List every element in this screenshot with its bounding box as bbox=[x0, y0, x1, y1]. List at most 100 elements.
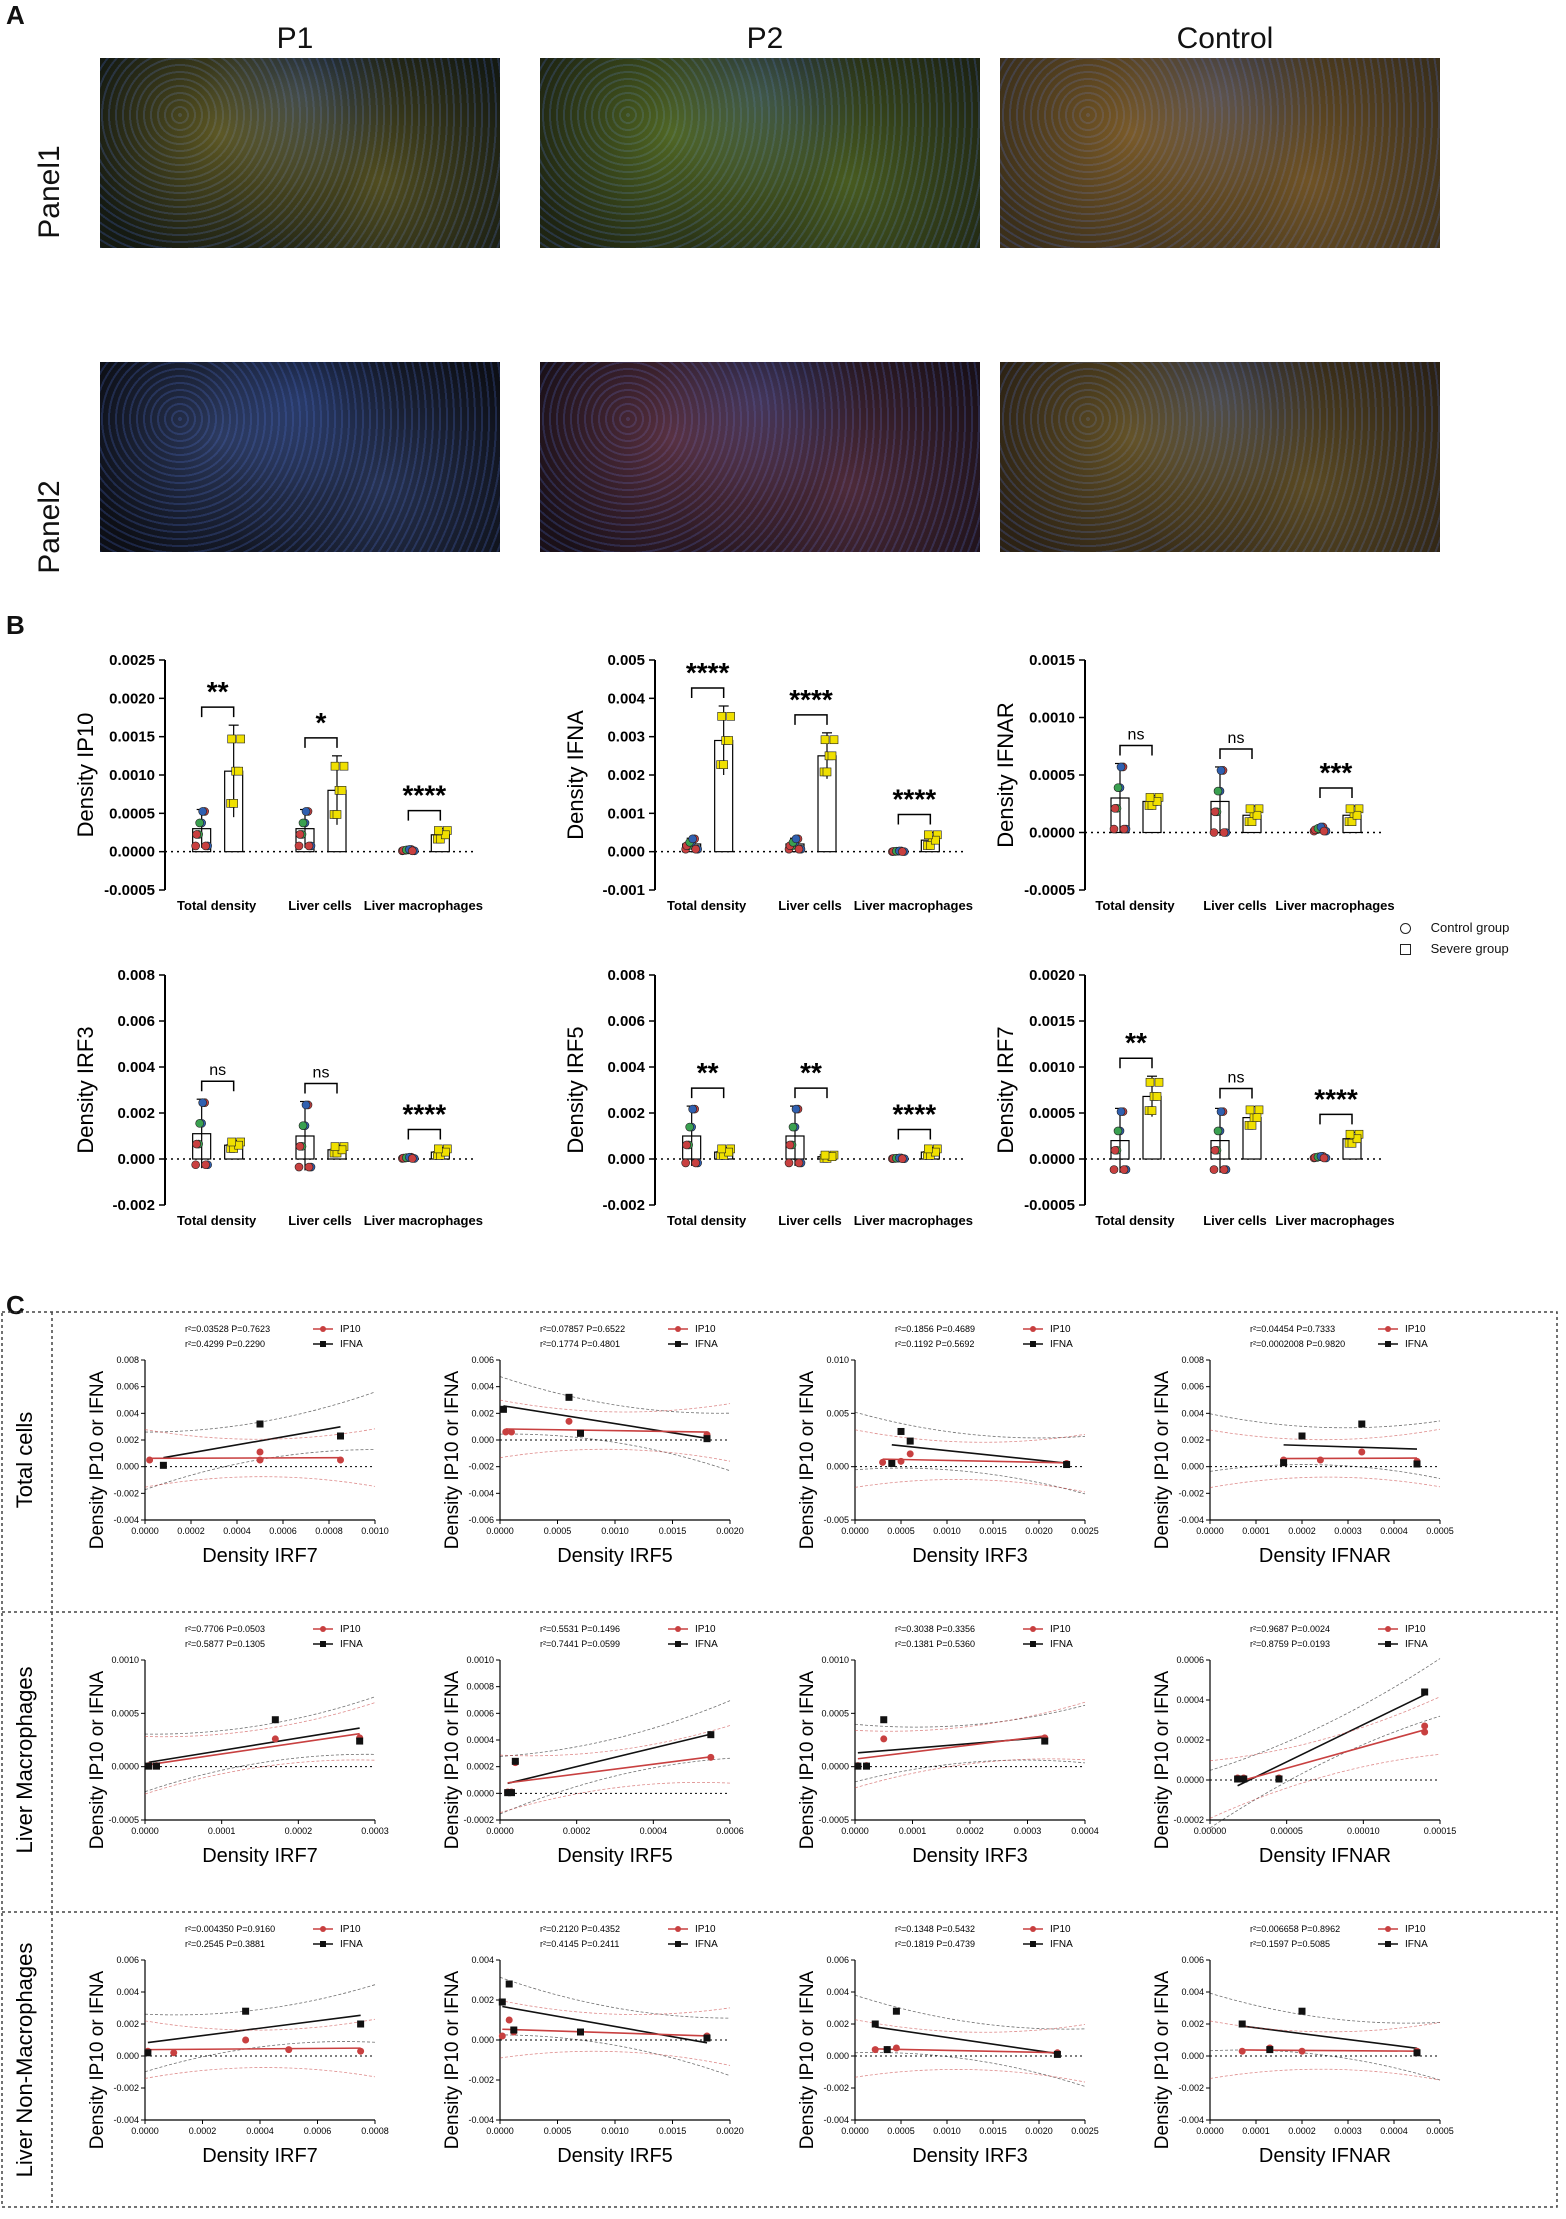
point-control bbox=[1109, 1165, 1119, 1174]
x-axis-label: Density IRF5 bbox=[557, 1845, 673, 1867]
category-label: Liver macrophages bbox=[1275, 898, 1394, 913]
stats-ifna: r²=0.0002008 P=0.9820 bbox=[1250, 1339, 1345, 1349]
legend-ifna-label: IFNA bbox=[695, 1639, 718, 1650]
legend-ifna-label: IFNA bbox=[340, 1339, 363, 1350]
stats-ifna: r²=0.1597 P=0.5085 bbox=[1250, 1939, 1330, 1949]
ifna-point bbox=[577, 2028, 584, 2036]
ifna-point bbox=[892, 2007, 900, 2015]
ifna-ci-upper bbox=[854, 1994, 1086, 2030]
ip10-point bbox=[892, 2044, 900, 2052]
x-tick-label: 0.0002 bbox=[563, 1826, 591, 1836]
ip10-ci-lower bbox=[144, 1759, 376, 1795]
y-axis-label: Density IP10 or IFNA bbox=[442, 1370, 463, 1549]
stats-ifna: r²=0.4145 P=0.2411 bbox=[540, 1939, 619, 1949]
legend-b: Control group Severe group bbox=[1400, 920, 1509, 956]
ip10-ci-upper bbox=[1209, 2020, 1441, 2033]
category-label: Liver macrophages bbox=[854, 898, 973, 913]
legend-severe-marker bbox=[1400, 944, 1411, 956]
ifna-fit-line bbox=[148, 1727, 360, 1764]
y-tick-label: -0.002 bbox=[112, 1197, 155, 1214]
panel-label-b: B bbox=[6, 610, 25, 640]
x-tick-label: 0.00005 bbox=[1270, 1826, 1303, 1836]
y-tick-label: 0.004 bbox=[116, 1408, 139, 1418]
y-tick-label: -0.001 bbox=[602, 882, 645, 899]
ip10-point bbox=[879, 1458, 887, 1466]
x-axis-label: Density IRF3 bbox=[912, 1545, 1028, 1567]
y-tick-label: -0.004 bbox=[468, 1488, 494, 1498]
x-tick-label: 0.0004 bbox=[1071, 1826, 1099, 1836]
ifna-fit-line bbox=[1283, 1444, 1418, 1450]
point-control bbox=[1219, 1165, 1229, 1174]
stats-ip10: r²=0.07857 P=0.6522 bbox=[540, 1324, 625, 1334]
y-tick-label: 0.0005 bbox=[109, 805, 155, 822]
point-control bbox=[1209, 1165, 1219, 1174]
x-tick-label: 0.0010 bbox=[601, 1526, 629, 1536]
ifna-point bbox=[510, 2026, 518, 2034]
point-severe bbox=[820, 1150, 830, 1160]
ifna-ci-lower bbox=[499, 1433, 731, 1472]
ifna-fit-line bbox=[503, 1405, 708, 1440]
legend-ip10-label: IP10 bbox=[340, 1624, 361, 1635]
point-control bbox=[192, 1139, 201, 1149]
point-severe bbox=[434, 826, 443, 835]
x-tick-label: 0.0020 bbox=[1025, 1526, 1053, 1536]
ifna-ci-lower bbox=[144, 1753, 376, 1793]
point-control bbox=[295, 1142, 305, 1151]
y-tick-label: -0.004 bbox=[1178, 1515, 1204, 1525]
point-control bbox=[1116, 1107, 1126, 1116]
y-tick-label: 0.002 bbox=[1181, 2019, 1204, 2029]
ifna-ci-upper bbox=[499, 1700, 731, 1757]
ifna-fit-line bbox=[147, 2014, 361, 2044]
micro-image-p2-panel1 bbox=[540, 58, 980, 248]
y-tick-label: -0.002 bbox=[113, 1488, 139, 1498]
y-tick-label: 0.004 bbox=[471, 1955, 494, 1965]
scatter-plot-8: 0.0006 0.0004 0.0002 0.0000 -0.00020.00000 0.… bbox=[1152, 1624, 1456, 1867]
x-tick-label: 0.0006 bbox=[304, 2126, 332, 2136]
legend-ifna-marker bbox=[320, 1341, 326, 1347]
y-tick-label: 0.010 bbox=[826, 1355, 849, 1365]
ifna-point bbox=[1063, 1461, 1071, 1469]
y-tick-label: -0.002 bbox=[468, 1462, 494, 1472]
sig-bracket bbox=[690, 1087, 725, 1099]
y-tick-label: 0.000 bbox=[607, 1151, 645, 1168]
y-tick-label: 0.000 bbox=[471, 1435, 494, 1445]
x-axis-label: Density IFNAR bbox=[1259, 1545, 1391, 1567]
y-tick-label: 0.006 bbox=[826, 1955, 849, 1965]
ifna-point bbox=[880, 1716, 888, 1724]
stats-ifna: r²=0.5877 P=0.1305 bbox=[185, 1639, 265, 1649]
point-control bbox=[1113, 783, 1123, 792]
x-tick-label: 0.0005 bbox=[544, 1526, 572, 1536]
ip10-point bbox=[565, 1417, 573, 1425]
point-severe bbox=[820, 735, 830, 745]
x-tick-label: 0.0005 bbox=[1426, 2126, 1454, 2136]
ifna-point bbox=[1413, 2049, 1421, 2057]
legend-ip10-marker bbox=[675, 1326, 681, 1332]
ifna-ci-upper bbox=[1209, 1992, 1441, 2024]
y-tick-label: 0.0000 bbox=[109, 844, 155, 861]
ifna-ci-lower bbox=[144, 1449, 376, 1491]
point-control bbox=[1216, 1107, 1226, 1116]
ifna-fit-line bbox=[1237, 1694, 1426, 1787]
significance-label: ** bbox=[207, 676, 229, 707]
ip10-fit-line bbox=[857, 1735, 1045, 1760]
significance-label: ** bbox=[1125, 1027, 1147, 1058]
point-control bbox=[688, 834, 697, 844]
ip10-fit-line bbox=[148, 1732, 360, 1766]
outer-frame bbox=[1, 1311, 1558, 2208]
point-control bbox=[1116, 762, 1126, 772]
category-label: Liver macrophages bbox=[364, 898, 483, 913]
ifna-ci-upper bbox=[1209, 1413, 1441, 1429]
point-control bbox=[195, 1119, 204, 1128]
legend-ip10-label: IP10 bbox=[1405, 1624, 1426, 1635]
ip10-point bbox=[1316, 1456, 1324, 1464]
legend-ip10-label: IP10 bbox=[1405, 1324, 1426, 1335]
point-control bbox=[898, 1154, 907, 1164]
point-control bbox=[1213, 1126, 1223, 1136]
scatter-plot-2: 0.0060.0040.0020.000-0.002-0.004-0.0060.… bbox=[442, 1324, 744, 1567]
point-control bbox=[784, 1158, 794, 1168]
legend-ifna-label: IFNA bbox=[695, 1339, 718, 1350]
ifna-point bbox=[906, 1437, 914, 1445]
point-control bbox=[1110, 804, 1120, 813]
ifna-point bbox=[356, 1737, 364, 1745]
